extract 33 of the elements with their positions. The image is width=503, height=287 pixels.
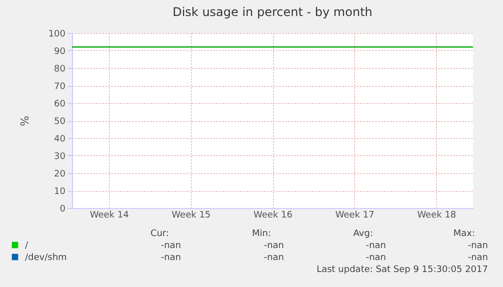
text: -nan [160,241,181,251]
text: Max: [453,229,475,239]
text: Avg: [353,229,373,239]
text: -nan [160,253,181,263]
y-axis-title: % [18,116,32,126]
y-tick-label: 60 [54,100,66,110]
text: -nan [366,241,386,251]
y-tick-label: 0 [60,204,66,214]
y-tick-label: 90 [54,47,66,57]
text: Min: [252,229,271,239]
y-tick-label: 10 [54,187,66,197]
x-tick-label: Week 15 [172,210,211,220]
y-tick-label: 30 [54,152,66,162]
text: Cur: [150,229,169,239]
chart-title: Disk usage in percent - by month [172,5,372,19]
y-tick-label: 50 [54,117,66,127]
y-tick-label: 20 [54,170,66,180]
text: Last update: Sat Sep 9 15:30:05 2017 [316,265,488,275]
y-tick-label: 80 [54,64,66,74]
x-tick-label: Week 17 [335,210,374,220]
y-tick-label: 70 [54,82,66,92]
text: -nan [468,241,488,251]
text: -nan [264,241,284,251]
legend-label: /dev/shm [25,253,67,263]
x-tick-label: Week 16 [254,210,293,220]
text: -nan [264,253,284,263]
x-tick-label: Week 14 [90,210,130,220]
x-tick-label: Week 18 [417,210,456,220]
text: -nan [468,253,488,263]
legend-label: / [25,241,29,251]
text: -nan [366,253,386,263]
y-tick-label: 100 [48,30,66,40]
y-tick-label: 40 [54,134,66,144]
